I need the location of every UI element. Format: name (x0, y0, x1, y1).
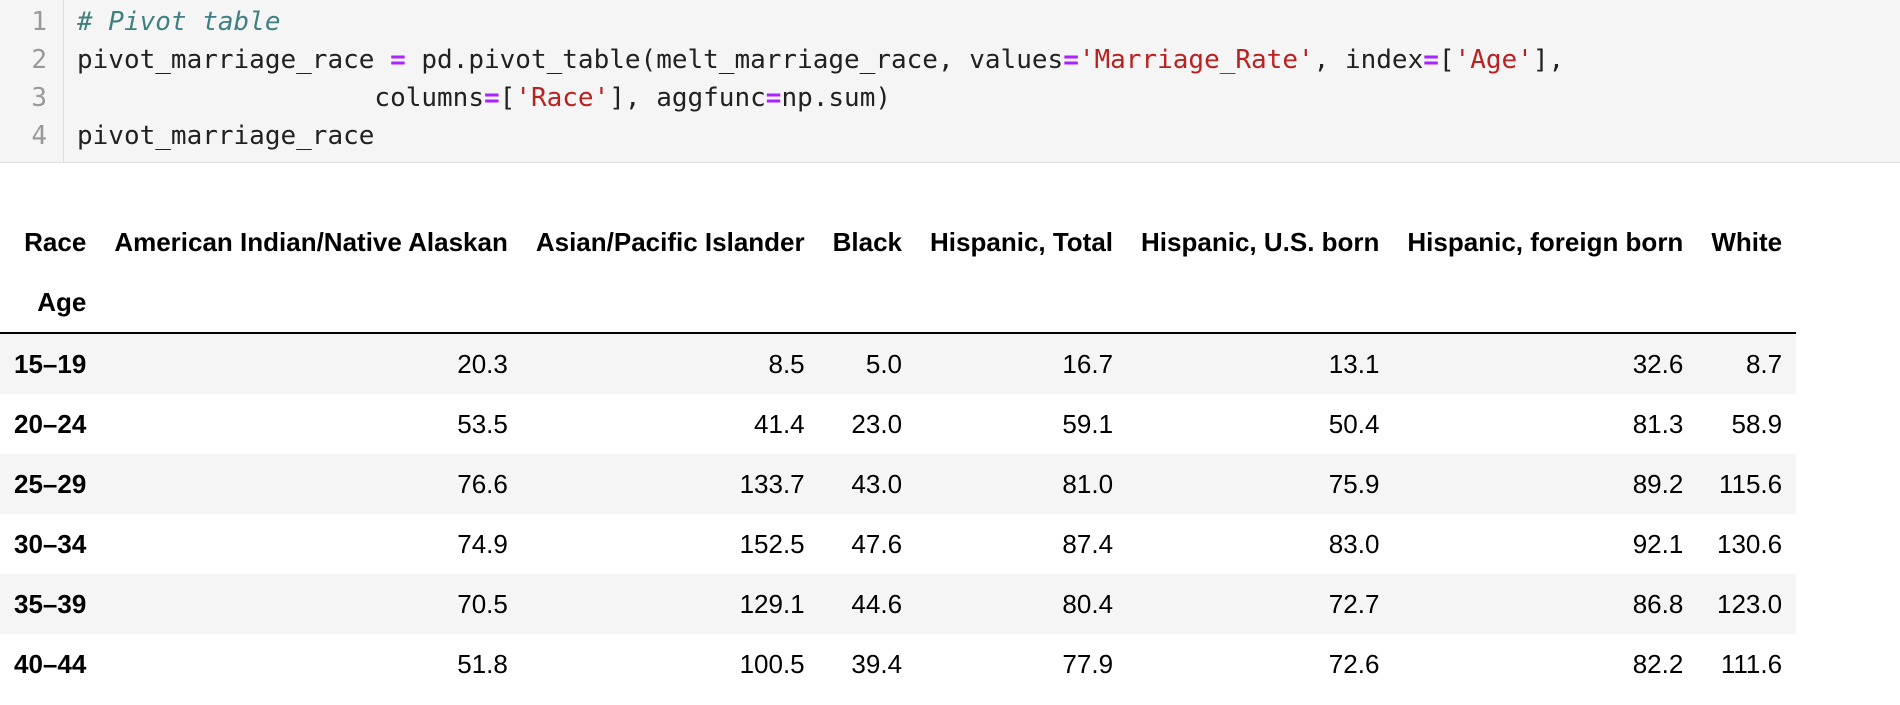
table-cell: 50.4 (1328, 408, 1380, 439)
row-index-label: 15–19 (14, 348, 87, 379)
code-token: [ (1438, 45, 1455, 75)
table-cell: 16.7 (1062, 348, 1114, 379)
column-header: White (1711, 226, 1783, 257)
column-header: Black (832, 226, 903, 257)
table-cell: 8.7 (1745, 348, 1783, 379)
row-index-label: 40–44 (14, 648, 87, 679)
table-cell: 44.6 (851, 588, 903, 619)
table-row: 40–44 51.8 100.5 39.4 77.9 72.6 82.2 111… (0, 634, 1797, 694)
code-token: np.sum) (781, 83, 892, 113)
table-row: 20–24 53.5 41.4 23.0 59.1 50.4 81.3 58.9 (0, 394, 1797, 454)
index-name-row: Age (0, 272, 1797, 334)
table-cell: 39.4 (851, 648, 903, 679)
table-cell: 77.9 (1062, 648, 1114, 679)
table-row: 15–19 20.3 8.5 5.0 16.7 13.1 32.6 8.7 (0, 333, 1797, 394)
table-cell: 133.7 (739, 468, 805, 499)
table-cell: 53.5 (457, 408, 508, 439)
table-cell: 115.6 (1718, 468, 1783, 499)
code-string: 'Race' (515, 83, 610, 113)
table-cell: 81.0 (1062, 468, 1114, 499)
table-cell: 129.1 (739, 588, 805, 619)
code-cell[interactable]: 1 2 3 4 # Pivot table pivot_marriage_rac… (0, 0, 1900, 163)
table-cell: 87.4 (1062, 528, 1114, 559)
cell-output: Race American Indian/Native Alaskan Asia… (0, 212, 1900, 694)
table-cell: 83.0 (1328, 528, 1380, 559)
table-cell: 41.4 (754, 408, 805, 439)
table-cell: 51.8 (457, 648, 508, 679)
table-row: 35–39 70.5 129.1 44.6 80.4 72.7 86.8 123… (0, 574, 1797, 634)
table-cell: 8.5 (768, 348, 805, 379)
code-line-1[interactable]: # Pivot table (77, 3, 281, 41)
table-cell: 100.5 (739, 648, 805, 679)
table-cell: 74.9 (457, 528, 508, 559)
row-index-label: 20–24 (14, 408, 87, 439)
row-index-label: 25–29 (14, 468, 87, 499)
pivot-table: Race American Indian/Native Alaskan Asia… (0, 212, 1797, 694)
index-name-label: Age (0, 272, 101, 334)
line-number: 2 (31, 45, 47, 75)
code-line-3[interactable]: columns=['Race'], aggfunc=np.sum) (77, 79, 891, 117)
line-number: 1 (31, 7, 47, 37)
table-cell: 130.6 (1717, 528, 1783, 559)
table-cell: 13.1 (1328, 348, 1380, 379)
code-comment: # Pivot table (77, 7, 281, 37)
table-cell: 20.3 (457, 348, 508, 379)
code-operator: = (390, 45, 406, 75)
row-index-label: 35–39 (14, 588, 87, 619)
column-header: Hispanic, U.S. born (1141, 226, 1380, 257)
table-cell: 89.2 (1632, 468, 1684, 499)
table-cell: 59.1 (1062, 408, 1114, 439)
table-row: 25–29 76.6 133.7 43.0 81.0 75.9 89.2 115… (0, 454, 1797, 514)
table-cell: 58.9 (1731, 408, 1783, 439)
code-token: pivot_marriage_race (77, 121, 375, 151)
code-operator: = (1063, 45, 1079, 75)
code-operator: = (1423, 45, 1439, 75)
table-cell: 81.3 (1632, 408, 1684, 439)
column-header-row: Race American Indian/Native Alaskan Asia… (0, 212, 1796, 272)
table-cell: 111.6 (1720, 648, 1783, 679)
row-index-label: 30–34 (14, 528, 87, 559)
line-number: 3 (31, 83, 47, 113)
table-cell: 47.6 (851, 528, 903, 559)
table-cell: 80.4 (1062, 588, 1114, 619)
column-header: Asian/Pacific Islander (535, 226, 805, 257)
table-cell: 76.6 (457, 468, 508, 499)
table-cell: 32.6 (1632, 348, 1684, 379)
table-cell: 5.0 (865, 348, 903, 379)
columns-name-label: Race (24, 226, 87, 257)
code-operator: = (484, 83, 500, 113)
code-line-2[interactable]: pivot_marriage_race = pd.pivot_table(mel… (77, 41, 1564, 79)
code-token: pd.pivot_table(melt_marriage_race, value… (405, 45, 1064, 75)
line-number-gutter: 1 2 3 4 (0, 0, 64, 162)
table-cell: 92.1 (1632, 528, 1684, 559)
table-cell: 82.2 (1632, 648, 1684, 679)
table-cell: 23.0 (851, 408, 903, 439)
column-header: American Indian/Native Alaskan (114, 226, 508, 257)
table-cell: 123.0 (1717, 588, 1783, 619)
code-string: 'Marriage_Rate' (1078, 45, 1314, 75)
table-cell: 152.5 (739, 528, 805, 559)
code-operator: = (765, 83, 782, 113)
code-string: 'Age' (1454, 45, 1533, 75)
table-cell: 70.5 (457, 588, 508, 619)
code-token: ], aggfunc (609, 83, 766, 113)
code-token: pivot_marriage_race (77, 45, 391, 75)
table-cell: 43.0 (851, 468, 903, 499)
table-cell: 72.7 (1328, 588, 1380, 619)
table-cell: 75.9 (1328, 468, 1380, 499)
column-header: Hispanic, Total (930, 226, 1114, 257)
code-token: columns (77, 83, 484, 113)
code-line-4[interactable]: pivot_marriage_race (77, 117, 374, 155)
table-cell: 72.6 (1328, 648, 1380, 679)
code-token: [ (499, 83, 516, 113)
table-row: 30–34 74.9 152.5 47.6 87.4 83.0 92.1 130… (0, 514, 1797, 574)
column-header: Hispanic, foreign born (1407, 226, 1684, 257)
line-number: 4 (31, 121, 47, 151)
code-token: ], (1532, 45, 1565, 75)
table-cell: 86.8 (1632, 588, 1684, 619)
code-token: , index (1313, 45, 1424, 75)
